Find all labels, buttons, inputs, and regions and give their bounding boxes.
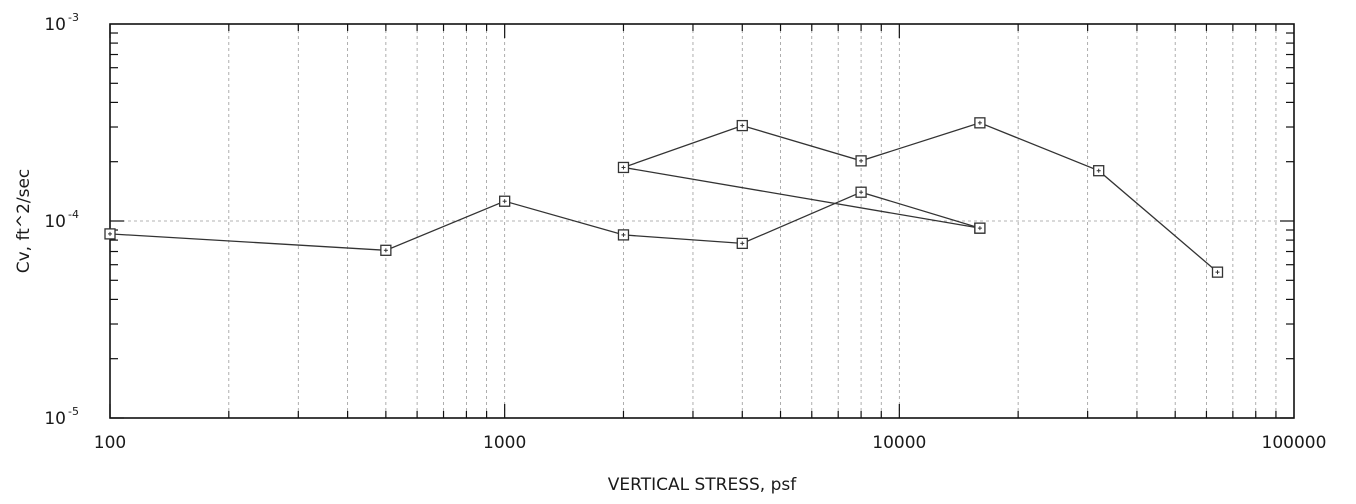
- data-point-marker: [1211, 266, 1224, 278]
- y-axis-title: Cv, ft^2/sec: [14, 169, 34, 274]
- x-tick-label: 10000: [872, 433, 926, 453]
- x-tick-labels: 100 1000 10000 100000: [94, 433, 1327, 453]
- grid: [110, 24, 1294, 418]
- y-tick-label-exponent: -4: [68, 208, 79, 221]
- y-tick-label: 10: [44, 409, 66, 429]
- x-tick-label: 100: [94, 433, 126, 453]
- y-tick-label-exponent: -5: [68, 405, 79, 418]
- data-point-marker: [736, 237, 748, 250]
- data-point-marker: [617, 161, 630, 174]
- data-point-marker: [855, 155, 867, 167]
- data-point-marker: [1093, 165, 1105, 177]
- data-point-marker: [380, 244, 392, 256]
- data-point-marker: [855, 186, 867, 198]
- y-tick-labels: 10-510-410-3: [44, 11, 79, 429]
- data-point-marker: [974, 117, 986, 129]
- data-markers: [104, 117, 1224, 278]
- y-tick-label: 10: [44, 15, 66, 35]
- data-point-marker: [499, 195, 511, 207]
- series-lines: [109, 122, 1218, 273]
- data-point-marker: [974, 222, 986, 234]
- x-tick-label: 100000: [1262, 433, 1327, 453]
- y-tick-label: 10: [44, 212, 66, 232]
- y-tick-label-exponent: -3: [68, 11, 79, 24]
- x-axis-title: VERTICAL STRESS, psf: [608, 475, 797, 495]
- x-tick-label: 1000: [483, 433, 526, 453]
- data-point-marker: [736, 119, 748, 132]
- plot-frame: [109, 23, 1295, 419]
- data-point-marker: [104, 228, 116, 240]
- data-point-marker: [617, 229, 630, 241]
- axis-ticks: [109, 24, 1294, 419]
- series-line-2: [620, 122, 1218, 273]
